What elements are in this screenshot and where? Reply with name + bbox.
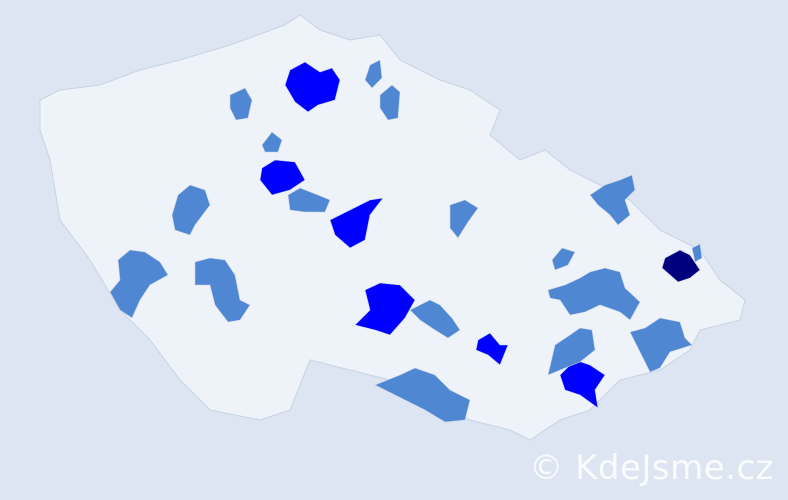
region-low[interactable] — [547, 267, 641, 321]
region-low[interactable] — [171, 184, 211, 236]
region-mid[interactable] — [284, 61, 341, 113]
region-low[interactable] — [364, 59, 383, 89]
region-low[interactable] — [287, 187, 331, 213]
region-low[interactable] — [691, 243, 703, 263]
region-low[interactable] — [449, 199, 479, 239]
region-low[interactable] — [194, 257, 251, 323]
region-mid[interactable] — [354, 282, 416, 336]
region-low[interactable] — [229, 87, 253, 121]
watermark: © KdeJsme.cz — [529, 448, 774, 488]
region-low[interactable] — [109, 249, 169, 319]
country-outline — [39, 14, 746, 441]
region-mid[interactable] — [259, 159, 306, 196]
region-low[interactable] — [547, 327, 596, 376]
region-low[interactable] — [409, 299, 461, 339]
region-low[interactable] — [629, 317, 693, 373]
region-low[interactable] — [374, 367, 471, 423]
region-mid[interactable] — [329, 197, 384, 249]
region-mid[interactable] — [475, 332, 509, 366]
region-low[interactable] — [589, 174, 636, 226]
region-low[interactable] — [261, 131, 283, 153]
region-high[interactable] — [661, 249, 701, 283]
region-low[interactable] — [379, 84, 401, 121]
region-low[interactable] — [551, 247, 576, 271]
